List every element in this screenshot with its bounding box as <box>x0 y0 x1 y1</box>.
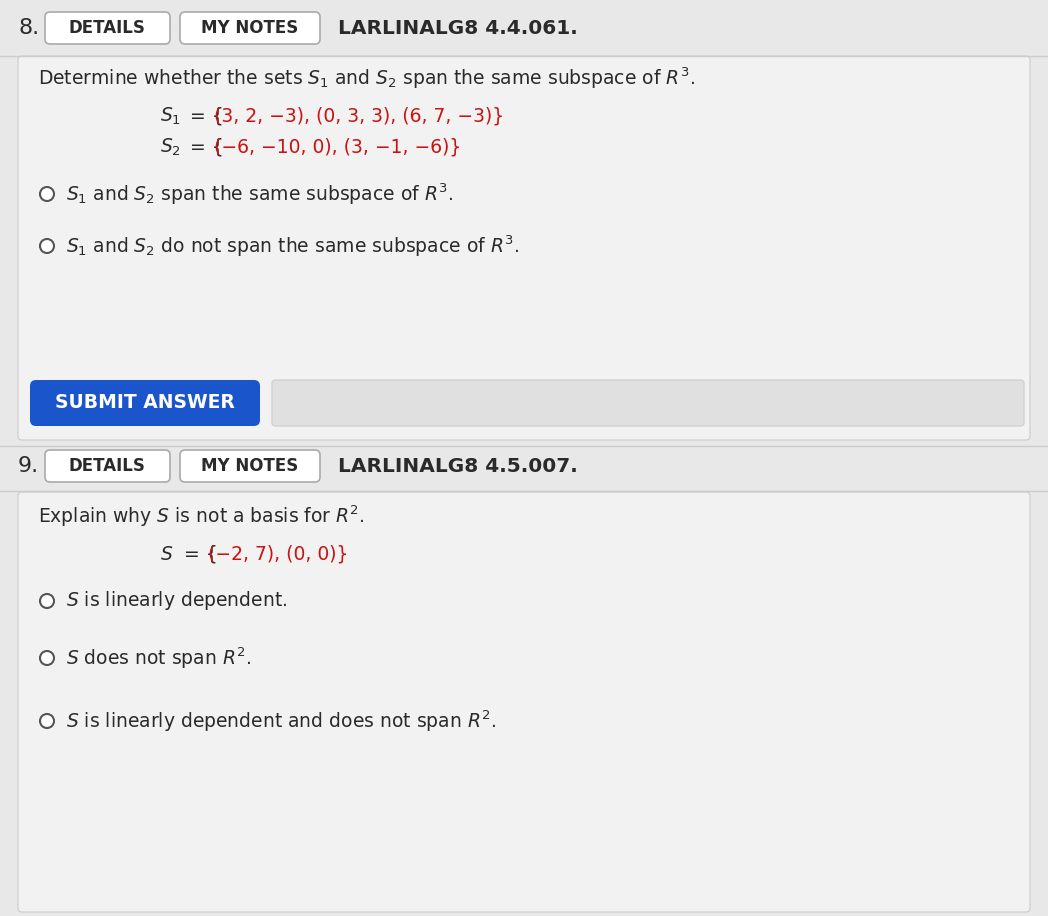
Circle shape <box>40 714 54 728</box>
Text: DETAILS: DETAILS <box>68 19 146 37</box>
Text: = {: = { <box>184 137 224 157</box>
Text: LARLINALG8 4.4.061.: LARLINALG8 4.4.061. <box>339 18 577 38</box>
FancyBboxPatch shape <box>18 56 1030 440</box>
Text: Explain why $S$ is not a basis for $R^2$.: Explain why $S$ is not a basis for $R^2$… <box>38 503 365 529</box>
Text: (−2, 7), (0, 0)}: (−2, 7), (0, 0)} <box>208 544 348 563</box>
Text: (−6, −10, 0), (3, −1, −6)}: (−6, −10, 0), (3, −1, −6)} <box>214 137 461 157</box>
Circle shape <box>40 651 54 665</box>
Circle shape <box>40 239 54 253</box>
FancyBboxPatch shape <box>180 12 320 44</box>
Circle shape <box>40 187 54 201</box>
Text: $S_1$ and $S_2$ span the same subspace of $R^3$.: $S_1$ and $S_2$ span the same subspace o… <box>66 181 453 207</box>
FancyBboxPatch shape <box>30 380 260 426</box>
FancyBboxPatch shape <box>18 492 1030 912</box>
Text: = {: = { <box>184 106 224 125</box>
Text: $S$ does not span $R^2$.: $S$ does not span $R^2$. <box>66 645 252 671</box>
Text: DETAILS: DETAILS <box>68 457 146 475</box>
FancyBboxPatch shape <box>45 12 170 44</box>
Text: $S_1$ and $S_2$ do not span the same subspace of $R^3$.: $S_1$ and $S_2$ do not span the same sub… <box>66 234 519 258</box>
Text: Determine whether the sets $S_1$ and $S_2$ span the same subspace of $R^3$.: Determine whether the sets $S_1$ and $S_… <box>38 65 695 91</box>
Text: 9.: 9. <box>18 456 39 476</box>
FancyBboxPatch shape <box>272 380 1024 426</box>
Circle shape <box>40 594 54 608</box>
Text: $S$: $S$ <box>160 544 173 563</box>
Text: $S_1$: $S_1$ <box>160 105 181 126</box>
Text: 8.: 8. <box>18 18 39 38</box>
FancyBboxPatch shape <box>45 450 170 482</box>
Text: (3, 2, −3), (0, 3, 3), (6, 7, −3)}: (3, 2, −3), (0, 3, 3), (6, 7, −3)} <box>214 106 504 125</box>
Text: MY NOTES: MY NOTES <box>201 457 299 475</box>
FancyBboxPatch shape <box>180 450 320 482</box>
Text: MY NOTES: MY NOTES <box>201 19 299 37</box>
Text: SUBMIT ANSWER: SUBMIT ANSWER <box>56 394 235 412</box>
Text: $S$ is linearly dependent.: $S$ is linearly dependent. <box>66 590 287 613</box>
Text: $S$ is linearly dependent and does not span $R^2$.: $S$ is linearly dependent and does not s… <box>66 708 496 734</box>
Text: LARLINALG8 4.5.007.: LARLINALG8 4.5.007. <box>339 456 577 475</box>
Text: $S_2$: $S_2$ <box>160 136 181 158</box>
Text: = {: = { <box>178 544 218 563</box>
